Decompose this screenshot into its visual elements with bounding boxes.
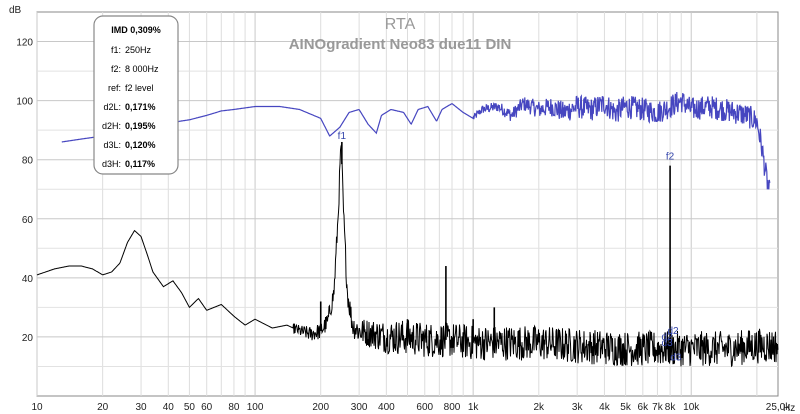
x-tick-label: 1k [468,402,480,413]
info-box: IMD 0,309% f1: 250Hz f2: 8 000Hz ref: f2 level… [93,15,179,175]
series-line [61,91,771,190]
info-box-row-value: 250Hz [125,45,152,55]
info-box-row-value: 0,195% [125,121,156,131]
y-tick-label: 120 [16,38,33,49]
marker-label: d3 [670,353,682,364]
x-tick-label: 10k [683,402,700,413]
x-tick-label: 6k [638,402,650,413]
x-axis-label: Hz [783,403,795,414]
x-tick-label: 200 [312,402,329,413]
grid-lines [36,12,778,396]
x-tick-label: 10 [31,402,43,413]
x-tick-label: 400 [378,402,395,413]
marker-label: f2 [666,152,675,163]
x-tick-label: 300 [351,402,368,413]
info-box-row-value: 0,171% [125,102,156,112]
info-box-row-value: 8 000Hz [125,64,159,74]
y-axis-label: dB [9,5,22,16]
x-tick-label: 20 [97,402,109,413]
info-box-frame [93,15,179,175]
y-tick-label: 40 [22,274,34,285]
marker-label: d2 [662,332,674,343]
info-box-row-label: d2H: [102,121,121,131]
info-box-row-value: f2 level [125,83,154,93]
info-box-row-label: d3H: [102,159,121,169]
x-tick-label: 5k [620,402,632,413]
info-box-row-label: d2L: [103,102,121,112]
info-box-row-label: f2: [111,64,121,74]
info-box-row-label: f1: [111,45,121,55]
info-box-row-label: ref: [108,83,121,93]
chart-title: RTA [385,16,416,33]
x-tick-label: 100 [247,402,264,413]
series-group [36,91,779,368]
y-tick-label: 80 [22,156,34,167]
y-tick-label: 20 [22,333,34,344]
x-tick-labels: 10 20 30 40 50 60 80 100 200 300 400 600 800 1k 2k 3k 4k… [31,402,791,413]
info-box-row-label: d3L: [103,140,121,150]
x-tick-label: 60 [201,402,213,413]
x-tick-label: 40 [163,402,175,413]
x-tick-label: 600 [416,402,433,413]
info-box-title: IMD 0,309% [111,25,161,35]
x-tick-label: 7k [652,402,664,413]
x-tick-label: 30 [135,402,147,413]
x-tick-label: 800 [444,402,461,413]
series-line [36,144,779,368]
y-tick-label: 60 [22,215,34,226]
x-tick-label: 2k [534,402,546,413]
x-tick-label: 4k [599,402,611,413]
y-tick-labels: 20 40 60 80 100 120 [16,38,33,344]
x-tick-label: 80 [228,402,240,413]
marker-label: f1 [338,131,347,142]
info-box-row-value: 0,117% [125,159,155,169]
x-tick-label: 25,0k [766,402,791,413]
y-tick-label: 100 [16,97,33,108]
info-box-row-value: 0,120% [125,140,156,150]
chart-subtitle: AINOgradient Neo83 due11 DIN [289,36,512,53]
x-tick-label: 3k [572,402,584,413]
marker-label: d3 [662,338,674,349]
x-tick-label: 50 [184,402,196,413]
x-tick-label: 8k [665,402,677,413]
marker-label: d2 [667,326,679,337]
